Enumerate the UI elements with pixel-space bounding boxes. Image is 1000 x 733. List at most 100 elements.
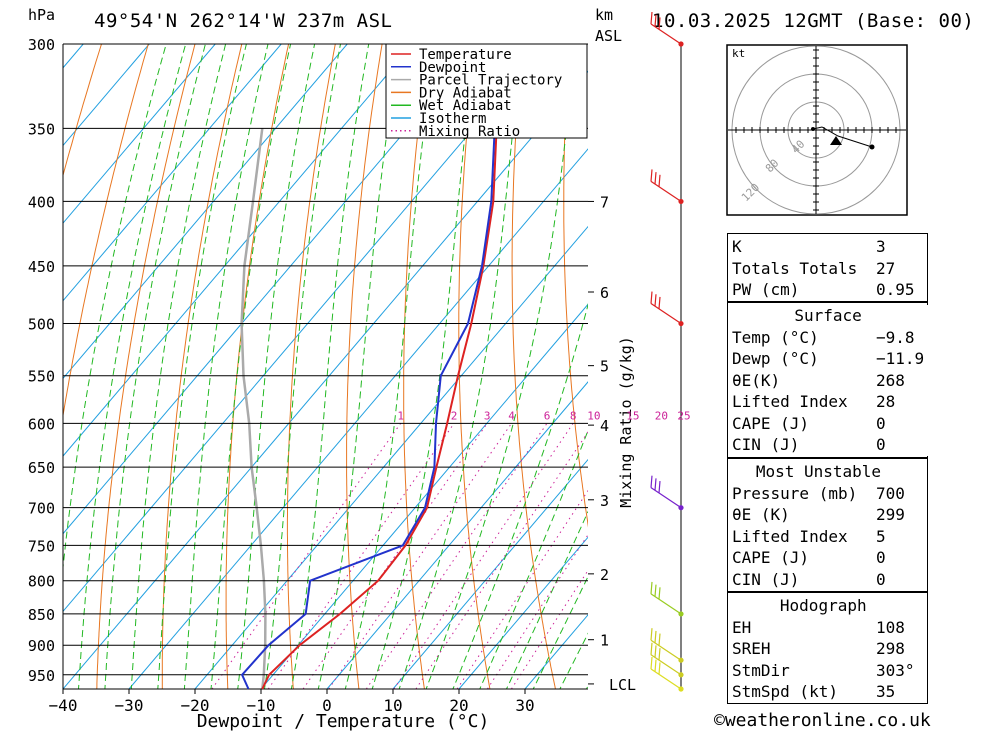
x-tick-label: 0: [322, 696, 332, 715]
isotherm-line: [63, 44, 282, 302]
wet-adiabat: [425, 44, 577, 689]
km-tick-label: 6: [600, 284, 609, 302]
wet-adiabat: [263, 44, 342, 689]
isotherm-line: [260, 303, 588, 689]
pressure-tick-label: 550: [28, 368, 55, 386]
most-unstable-box: [727, 458, 928, 592]
row-value: 700: [876, 483, 905, 503]
mixing-ratio-line: [415, 431, 588, 689]
mixing-ratio-label: 10: [587, 409, 600, 422]
wet-adiabat: [77, 44, 187, 689]
mixing-ratio-label: 6: [544, 409, 551, 422]
x-tick-label: −40: [49, 696, 78, 715]
wind-barb-staff: [650, 668, 682, 690]
isotherm-line: [63, 44, 546, 613]
mixing-ratio-label: 3: [484, 409, 491, 422]
wind-barb-feather: [658, 17, 661, 30]
wet-adiabat: [157, 44, 247, 689]
table-row: Lifted Index 5: [728, 526, 909, 548]
row-label: CIN (J): [732, 435, 800, 454]
wind-barb-feather: [658, 662, 661, 675]
legend-item: Temperature: [419, 47, 512, 63]
isotherm-line: [392, 458, 588, 689]
wind-barb-feather: [658, 648, 661, 661]
x-tick-label: −20: [181, 696, 210, 715]
km-tick-label: LCL: [609, 676, 636, 694]
pressure-tick-label: 350: [28, 120, 55, 138]
isotherm-line: [326, 381, 588, 689]
legend-item: Isotherm: [419, 111, 486, 127]
parcel-trajectory-series: [240, 128, 267, 689]
isotherm-line: [63, 70, 588, 689]
dry-adiabat: [987, 25, 1000, 697]
wind-barb-feather: [654, 645, 657, 658]
mixing-ratio-line: [211, 423, 402, 689]
x-axis-title: Dewpoint / Temperature (°C): [197, 711, 490, 732]
hodo-start-point: [811, 127, 815, 131]
row-value: 268: [876, 370, 905, 390]
wet-adiabat: [237, 44, 316, 689]
row-label: K: [732, 237, 742, 256]
hodo-trace: [812, 126, 873, 148]
wind-barb-feather: [650, 628, 653, 641]
wet-adiabat: [63, 44, 167, 572]
legend-item: Parcel Trajectory: [419, 73, 562, 89]
wind-barb-feather: [650, 11, 653, 25]
wet-adiabat: [130, 44, 227, 689]
km-unit-label: km: [595, 6, 613, 24]
wind-barb-feather: [654, 478, 657, 491]
wind-barb-feather: [650, 642, 653, 655]
wet-adiabat: [452, 303, 588, 689]
wind-barb-staff: [650, 23, 682, 45]
wind-barb-staff: [650, 487, 682, 509]
most-unstable-title: Most Unstable: [755, 462, 882, 481]
wind-barb-feather: [658, 296, 661, 309]
isotherm-line: [0, 44, 17, 689]
wet-adiabat: [183, 44, 269, 689]
asl-unit-label: ASL: [595, 27, 622, 45]
table-row: CAPE (J) 0: [728, 413, 928, 435]
pressure-tick-label: 450: [28, 258, 55, 276]
mixing-ratio-line: [486, 533, 588, 689]
row-value: 5: [876, 526, 886, 546]
station-header: 49°54'N 262°14'W 237m ASL: [94, 10, 393, 32]
dry-adiabat: [346, 44, 383, 689]
mixing-ratio-label: 20: [655, 409, 668, 422]
mixing-ratio-label: 8: [570, 409, 577, 422]
table-row: PW (cm) 0.95: [728, 279, 919, 301]
dry-adiabat: [96, 44, 196, 689]
table-row: StmSpd (kt) 35: [728, 681, 919, 703]
row-value: −9.8: [876, 327, 915, 347]
dry-adiabat: [0, 25, 15, 697]
x-tick-label: 20: [449, 696, 468, 715]
row-label: θE (K): [732, 505, 790, 524]
wind-barb: [650, 169, 684, 205]
wind-barb-feather: [650, 169, 653, 182]
dry-adiabat: [941, 25, 1000, 697]
dry-adiabat: [563, 44, 588, 528]
wet-adiabat: [210, 44, 292, 689]
wind-barb-feather: [658, 633, 661, 646]
isotherm-line: [194, 225, 588, 689]
isotherm-line: [63, 44, 480, 535]
hodograph-title-row: Hodograph: [728, 595, 919, 617]
wind-barb-staff: [650, 654, 682, 676]
pressure-unit-label: hPa: [28, 6, 55, 24]
wind-barb-feather: [650, 656, 653, 670]
mixing-ratio-label: 2: [451, 409, 458, 422]
mixing-ratio-line: [328, 423, 512, 689]
isotherm-line: [458, 536, 588, 689]
row-label: Temp (°C): [732, 327, 819, 347]
surface-title: Surface: [794, 306, 862, 325]
row-value: 0: [876, 569, 886, 589]
mixing-ratio-label: 4: [508, 409, 515, 422]
table-row: EH 108: [728, 617, 919, 639]
copyright[interactable]: ©weatheronline.co.uk: [714, 710, 931, 731]
row-label: Lifted Index: [732, 526, 848, 546]
row-label: Lifted Index: [732, 392, 848, 411]
wet-adiabat: [290, 44, 370, 689]
mixing-ratio-line: [365, 423, 548, 689]
row-label: StmDir: [732, 660, 790, 680]
